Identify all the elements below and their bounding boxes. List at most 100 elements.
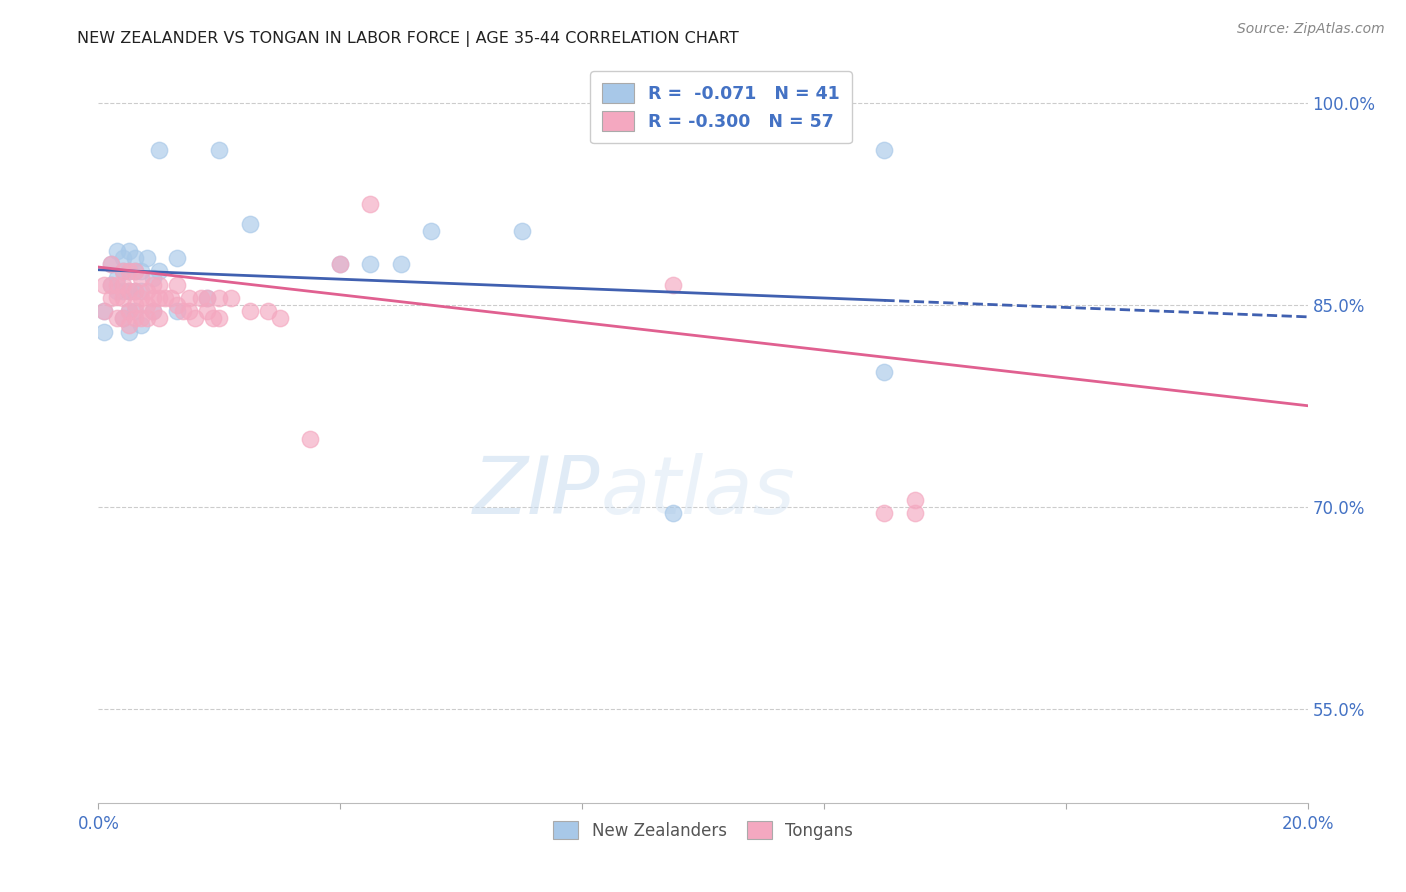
Point [124, 304, 146, 318]
Point [510, 224, 533, 238]
Point [166, 251, 188, 265]
Point [142, 304, 165, 318]
Point [105, 290, 128, 304]
Point [420, 224, 443, 238]
Point [190, 291, 212, 305]
Point [129, 311, 152, 326]
Point [124, 285, 146, 299]
Point [111, 311, 134, 326]
Point [239, 217, 262, 231]
Point [135, 285, 157, 299]
Legend: R =  -0.071   N = 41, R = -0.300   N = 57: R = -0.071 N = 41, R = -0.300 N = 57 [591, 71, 852, 144]
Point [100, 257, 122, 271]
Point [124, 251, 146, 265]
Point [195, 304, 218, 318]
Point [142, 304, 165, 318]
Point [153, 291, 176, 305]
Point [661, 507, 683, 521]
Point [118, 318, 141, 332]
Point [179, 291, 201, 305]
Point [118, 304, 141, 318]
Point [100, 277, 122, 292]
Point [239, 304, 262, 318]
Point [148, 291, 170, 305]
Point [124, 311, 146, 326]
Point [221, 291, 243, 305]
Point [118, 285, 141, 299]
Point [166, 304, 188, 318]
Point [202, 311, 225, 326]
Point [148, 311, 170, 326]
Point [105, 277, 128, 292]
Point [873, 143, 896, 157]
Point [135, 251, 157, 265]
Point [142, 277, 165, 292]
Point [129, 270, 152, 285]
Point [129, 291, 152, 305]
Point [118, 325, 141, 339]
Point [661, 277, 683, 292]
Point [105, 311, 128, 326]
Text: NEW ZEALANDER VS TONGAN IN LABOR FORCE | AGE 35-44 CORRELATION CHART: NEW ZEALANDER VS TONGAN IN LABOR FORCE |… [77, 31, 740, 47]
Point [135, 311, 157, 326]
Point [124, 264, 146, 278]
Point [111, 251, 134, 265]
Point [129, 285, 152, 299]
Point [208, 143, 231, 157]
Point [111, 311, 134, 326]
Point [93, 277, 115, 292]
Point [124, 285, 146, 299]
Point [148, 264, 170, 278]
Point [118, 285, 141, 299]
Point [111, 285, 134, 299]
Point [129, 318, 152, 332]
Point [160, 291, 183, 305]
Point [118, 304, 141, 318]
Point [142, 270, 165, 285]
Point [360, 257, 382, 271]
Point [148, 143, 170, 157]
Point [111, 264, 134, 278]
Point [93, 304, 115, 318]
Point [360, 196, 382, 211]
Point [873, 365, 896, 379]
Point [105, 285, 128, 299]
Point [100, 257, 122, 271]
Text: Source: ZipAtlas.com: Source: ZipAtlas.com [1237, 22, 1385, 37]
Point [389, 257, 412, 271]
Point [124, 298, 146, 312]
Point [299, 433, 322, 447]
Point [100, 291, 122, 305]
Point [873, 507, 896, 521]
Point [118, 264, 141, 278]
Point [124, 264, 146, 278]
Point [208, 291, 231, 305]
Text: atlas: atlas [600, 453, 794, 531]
Point [256, 304, 278, 318]
Point [111, 291, 134, 305]
Point [100, 277, 122, 292]
Point [135, 298, 157, 312]
Point [329, 257, 352, 271]
Point [118, 244, 141, 258]
Point [105, 244, 128, 258]
Point [111, 264, 134, 278]
Point [904, 507, 927, 521]
Point [195, 291, 218, 305]
Text: ZIP: ZIP [472, 453, 600, 531]
Point [179, 304, 201, 318]
Point [269, 311, 291, 326]
Point [329, 257, 352, 271]
Point [111, 277, 134, 292]
Point [166, 277, 188, 292]
Point [184, 311, 207, 326]
Point [142, 291, 165, 305]
Point [93, 325, 115, 339]
Point [129, 264, 152, 278]
Point [118, 264, 141, 278]
Point [195, 291, 218, 305]
Point [148, 277, 170, 292]
Point [166, 298, 188, 312]
Point [904, 492, 927, 507]
Point [93, 304, 115, 318]
